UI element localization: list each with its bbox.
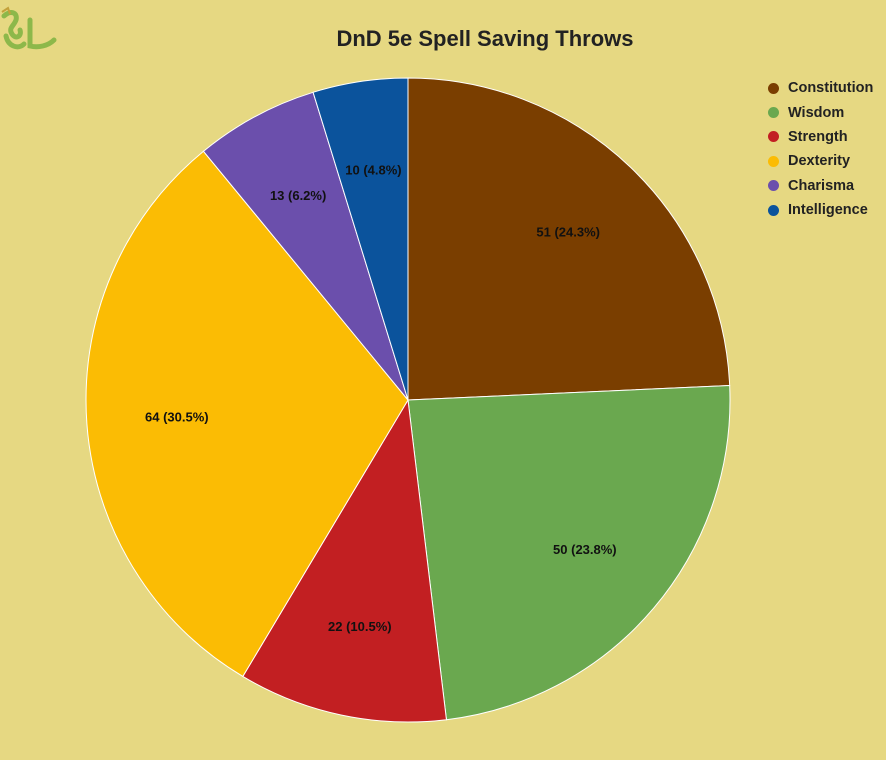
legend-label: Strength <box>788 128 848 145</box>
legend: Constitution Wisdom Strength Dexterity Chari… <box>768 76 873 222</box>
legend-item-constitution[interactable]: Constitution <box>768 76 873 100</box>
legend-item-wisdom[interactable]: Wisdom <box>768 100 873 124</box>
slice-label-wisdom: 50 (23.8%) <box>553 542 617 557</box>
legend-label: Charisma <box>788 177 855 194</box>
legend-item-strength[interactable]: Strength <box>768 125 873 149</box>
pie-slice-constitution[interactable] <box>407 77 731 401</box>
legend-label: Constitution <box>788 80 874 97</box>
chart-title: DnD 5e Spell Saving Throws <box>336 26 634 51</box>
pie-slice-dexterity[interactable] <box>85 150 409 678</box>
legend-swatch <box>768 204 779 216</box>
pie-slice-charisma[interactable] <box>202 91 409 401</box>
pie-slice-wisdom[interactable] <box>407 385 731 721</box>
pie-slice-intelligence[interactable] <box>312 77 409 401</box>
slice-label-strength: 22 (10.5%) <box>328 619 392 634</box>
legend-swatch <box>768 131 779 143</box>
dragon-logo-icon <box>1 6 57 50</box>
legend-item-dexterity[interactable]: Dexterity <box>768 149 873 173</box>
slice-label-intelligence: 10 (4.8%) <box>345 163 401 178</box>
slice-label-charisma: 13 (6.2%) <box>270 188 326 203</box>
legend-swatch <box>768 82 779 94</box>
legend-swatch <box>768 180 779 192</box>
legend-item-charisma[interactable]: Charisma <box>768 174 873 198</box>
slice-label-dexterity: 64 (30.5%) <box>145 409 209 424</box>
legend-swatch <box>768 155 779 167</box>
pie-slice-strength[interactable] <box>242 398 448 723</box>
legend-label: Wisdom <box>788 104 845 121</box>
legend-swatch <box>768 107 779 119</box>
legend-item-intelligence[interactable]: Intelligence <box>768 198 873 222</box>
legend-label: Dexterity <box>788 153 851 170</box>
slice-label-constitution: 51 (24.3%) <box>536 224 600 239</box>
legend-label: Intelligence <box>788 202 868 219</box>
